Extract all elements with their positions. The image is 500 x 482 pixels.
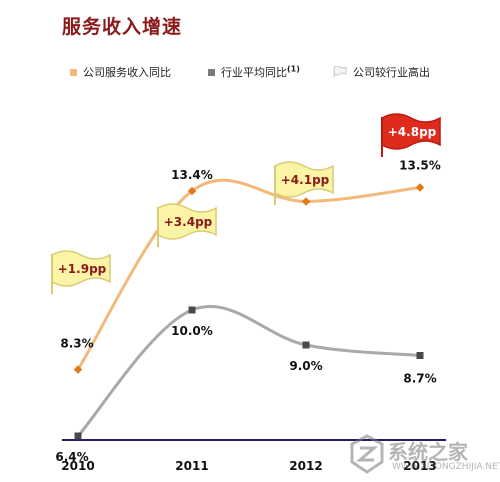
legend-item-flag: 公司较行业高出	[333, 64, 430, 80]
flag-2011	[157, 203, 217, 240]
point-company-2012	[301, 197, 311, 206]
flag-2010	[51, 250, 111, 287]
flag-icon	[333, 66, 347, 78]
flag-label-2010: +1.9pp	[58, 262, 107, 276]
x-tick-label-2010: 2010	[61, 459, 94, 473]
flag-label-2012: +4.1pp	[281, 173, 330, 187]
flag-label-2011: +3.4pp	[164, 215, 213, 229]
point-company-2011	[187, 186, 197, 196]
series-line-industry	[76, 305, 421, 438]
data-label-industry-2010: 6.4%	[55, 450, 88, 464]
watermark-text: 系统之家	[388, 440, 468, 464]
data-label-company-2013: 13.5%	[399, 159, 441, 173]
legend-item-company: 公司服务收入同比	[70, 64, 171, 80]
flag-2012	[274, 161, 334, 198]
data-label-industry-2011: 10.0%	[171, 324, 213, 338]
x-tick-label-2011: 2011	[175, 459, 208, 473]
data-label-company-2010: 8.3%	[60, 337, 93, 351]
watermark-url: WWW.XITONGZHIJIA.NET	[392, 462, 500, 472]
legend-footnote: (1)	[287, 64, 300, 74]
point-industry-2011	[188, 306, 196, 314]
point-industry-2012	[302, 341, 310, 349]
point-company-2013	[415, 183, 425, 192]
legend-item-industry: 行业平均同比(1)	[208, 64, 300, 80]
x-tick-label-2012: 2012	[289, 459, 322, 473]
data-label-industry-2013: 8.7%	[403, 372, 436, 386]
x-tick-label-2013: 2013	[403, 459, 436, 473]
watermark-logo	[348, 434, 386, 478]
point-company-2010	[73, 365, 83, 374]
flag-2013	[381, 113, 441, 150]
point-industry-2010	[74, 432, 82, 440]
legend-label-industry-text: 行业平均同比	[221, 66, 287, 79]
legend-label-company: 公司服务收入同比	[83, 66, 171, 79]
flag-label-2013: +4.8pp	[388, 125, 437, 139]
watermark: 系统之家 WWW.XITONGZHIJIA.NET	[344, 432, 500, 478]
legend: 公司服务收入同比 行业平均同比(1) 公司较行业高出	[70, 64, 490, 84]
chart-title: 服务收入增速	[62, 16, 183, 38]
legend-swatch-industry	[208, 68, 215, 76]
legend-label-industry: 行业平均同比(1)	[221, 64, 300, 80]
legend-label-flag: 公司较行业高出	[353, 66, 430, 79]
data-label-company-2011: 13.4%	[171, 168, 213, 182]
legend-swatch-company	[70, 68, 77, 76]
point-industry-2013	[416, 352, 424, 359]
series-line-company	[76, 178, 421, 371]
data-label-industry-2012: 9.0%	[289, 359, 322, 373]
